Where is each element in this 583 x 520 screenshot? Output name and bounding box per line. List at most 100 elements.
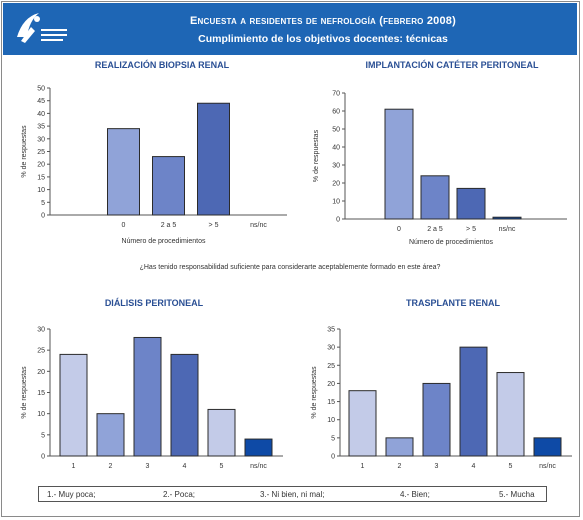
bar-> 5 — [197, 102, 230, 216]
y-tick-label: 20 — [327, 381, 335, 388]
y-tick-label: 10 — [327, 417, 335, 424]
chart-cateter-peritoneal: IMPLANTACIÓN CATÉTER PERITONEAL 0 10 20 30 40… — [0, 58, 583, 258]
y-tick-label: 15 — [37, 390, 45, 397]
chart-title: IMPLANTACIÓN CATÉTER PERITONEAL — [366, 59, 540, 70]
chart-title: DIÁLISIS PERITONEAL — [105, 298, 204, 308]
y-tick-label: 10 — [37, 187, 45, 194]
y-tick-label: 0 — [41, 454, 45, 461]
bar-5 — [496, 372, 525, 457]
chart-title: REALIZACIÓN BIOPSIA RENAL — [95, 59, 230, 70]
bar-2 a 5 — [420, 175, 450, 220]
y-tick-label: 5 — [41, 200, 45, 207]
header-subtitle: Cumplimiento de los objetivos docentes: … — [198, 33, 448, 45]
y-tick-label: 25 — [327, 363, 335, 370]
y-tick-label: 20 — [37, 369, 45, 376]
survey-question: ¿Has tenido responsabilidad suficiente p… — [139, 264, 441, 271]
y-tick-label: 15 — [37, 174, 45, 181]
x-axis-label: Número de procedimientos — [409, 239, 494, 246]
bar-0 — [384, 108, 414, 220]
bar-> 5 — [456, 187, 486, 220]
chart-biopsia-renal: REALIZACIÓN BIOPSIA RENAL 0 5 10 15 20 25 30 35 4… — [0, 58, 583, 258]
y-tick-label: 10 — [332, 199, 340, 206]
bar-5 — [207, 408, 236, 457]
header-title: Encuesta a residentes de nefrología (feb… — [189, 15, 456, 27]
x-tick-label: ns/nc — [250, 463, 267, 470]
y-axis-label: % de respuestas — [21, 366, 28, 419]
x-tick-label: 1 — [361, 463, 365, 470]
x-tick-label: 3 — [146, 463, 150, 470]
x-tick-label: 2 — [109, 463, 113, 470]
chart-dialisis-peritoneal: DIÁLISIS PERITONEAL 0 5 10 15 20 25 30% de resp… — [0, 292, 583, 482]
y-tick-label: 20 — [332, 181, 340, 188]
legend-item-1: 1.- Muy poca; — [47, 490, 96, 499]
chart-cateter-peritoneal-svg: IMPLANTACIÓN CATÉTER PERITONEAL 0 10 20 30 40… — [313, 59, 567, 246]
y-tick-label: 0 — [336, 217, 340, 224]
bar-ns/nc — [492, 216, 522, 220]
bar-4 — [170, 353, 199, 457]
x-tick-label: > 5 — [209, 222, 219, 229]
y-tick-label: 30 — [37, 327, 45, 334]
y-axis-label: % de respuestas — [313, 129, 320, 182]
society-logo-icon — [17, 13, 67, 43]
y-tick-label: 30 — [37, 136, 45, 143]
y-tick-label: 5 — [331, 435, 335, 442]
y-tick-label: 35 — [327, 327, 335, 334]
y-tick-label: 60 — [332, 109, 340, 116]
bar-2 a 5 — [152, 156, 185, 216]
y-tick-label: 35 — [37, 124, 45, 131]
y-tick-label: 30 — [332, 163, 340, 170]
x-tick-label: 2 a 5 — [161, 222, 177, 229]
bar-ns/nc — [244, 438, 273, 457]
y-tick-label: 5 — [41, 432, 45, 439]
bar-ns/nc — [533, 437, 562, 457]
y-tick-label: 45 — [37, 98, 45, 105]
y-axis-label: % de respuestas — [21, 125, 28, 178]
chart-title: TRASPLANTE RENAL — [406, 298, 501, 308]
y-tick-label: 70 — [332, 91, 340, 98]
y-tick-label: 25 — [37, 348, 45, 355]
chart-biopsia-renal-svg: REALIZACIÓN BIOPSIA RENAL 0 5 10 15 20 25 30 35 4… — [21, 59, 287, 245]
y-tick-label: 0 — [331, 454, 335, 461]
x-tick-label: 1 — [72, 463, 76, 470]
x-axis-label: Número de procedimientos — [121, 238, 206, 245]
y-tick-label: 20 — [37, 162, 45, 169]
legend-item-4: 4.- Bien; — [400, 490, 430, 499]
x-tick-label: 0 — [397, 226, 401, 233]
y-tick-label: 30 — [327, 345, 335, 352]
y-tick-label: 0 — [41, 213, 45, 220]
bar-1 — [59, 353, 88, 457]
header-banner: Encuesta a residentes de nefrología (feb… — [3, 3, 577, 55]
x-tick-label: ns/nc — [250, 222, 267, 229]
bar-0 — [107, 128, 140, 216]
y-tick-label: 10 — [37, 411, 45, 418]
bar-4 — [459, 346, 488, 457]
y-tick-label: 50 — [37, 86, 45, 93]
bar-2 — [385, 437, 414, 457]
x-tick-label: 2 a 5 — [427, 226, 443, 233]
y-axis-label: % de respuestas — [311, 366, 318, 419]
chart-trasplante-renal: TRASPLANTE RENAL 0 5 10 15 20 25 30 35% de respu… — [0, 292, 583, 482]
bar-2 — [96, 413, 125, 457]
x-tick-label: ns/nc — [539, 463, 556, 470]
x-tick-label: 0 — [122, 222, 126, 229]
x-tick-label: 3 — [435, 463, 439, 470]
legend-item-3: 3.- Ni bien, ni mal; — [260, 490, 325, 499]
y-tick-label: 40 — [37, 111, 45, 118]
x-tick-label: ns/nc — [499, 226, 516, 233]
response-legend: 1.- Muy poca; 2.- Poca; 3.- Ni bien, ni … — [38, 486, 547, 502]
bar-3 — [133, 336, 162, 457]
x-tick-label: 4 — [472, 463, 476, 470]
bar-3 — [422, 382, 451, 457]
legend-item-5: 5.- Mucha — [499, 490, 535, 499]
x-tick-label: 2 — [398, 463, 402, 470]
bar-1 — [348, 390, 377, 457]
y-tick-label: 40 — [332, 145, 340, 152]
y-tick-label: 25 — [37, 149, 45, 156]
legend-item-2: 2.- Poca; — [163, 490, 196, 499]
x-tick-label: 4 — [183, 463, 187, 470]
x-tick-label: 5 — [509, 463, 513, 470]
x-tick-label: 5 — [220, 463, 224, 470]
y-tick-label: 15 — [327, 399, 335, 406]
